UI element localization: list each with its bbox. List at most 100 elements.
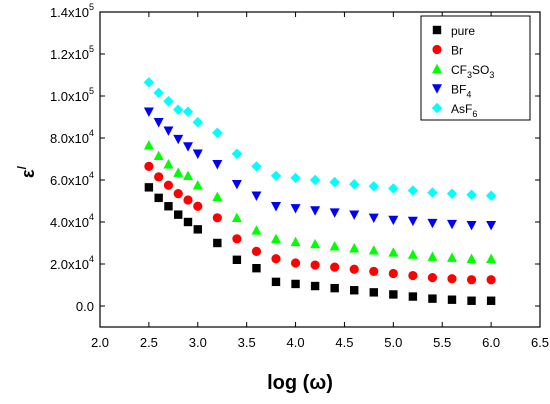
legend-label-main: CF (451, 63, 467, 77)
data-point (193, 225, 202, 234)
y-tick-label-mantissa: 8.0x10 (50, 131, 89, 146)
data-point (466, 189, 477, 200)
data-point (447, 295, 457, 304)
series-asf (143, 77, 497, 201)
data-point (388, 247, 399, 257)
x-tick-label: 5.0 (384, 335, 402, 350)
data-point (143, 107, 154, 117)
data-point (388, 183, 399, 194)
data-point (163, 126, 174, 136)
y-tick-label: 6.0x104 (50, 170, 94, 188)
data-point (153, 118, 164, 128)
data-point (427, 218, 438, 229)
data-point (192, 180, 203, 190)
legend-marker (432, 44, 442, 55)
data-point (446, 188, 458, 199)
y-tick-label-mantissa: 6.0x10 (50, 173, 89, 188)
legend-label: Br (451, 44, 463, 58)
x-tick-label: 2.5 (140, 335, 158, 350)
legend-label-main: AsF (451, 102, 472, 116)
legend: pure Br CF3SO3 BF4 AsF6 (420, 15, 531, 121)
data-point (291, 279, 300, 289)
x-tick-label: 3.0 (189, 335, 207, 350)
data-point (349, 210, 360, 220)
data-point (427, 273, 438, 283)
data-point (408, 292, 418, 301)
data-point (153, 87, 164, 99)
data-point (310, 260, 320, 270)
data-point (350, 286, 359, 295)
y-tick-label-mantissa: 2.0x10 (50, 257, 89, 272)
data-point (290, 236, 301, 247)
data-point (252, 264, 261, 273)
x-tick-label: 2.0 (91, 335, 109, 350)
x-tick-label: 4.5 (335, 335, 353, 350)
data-point (143, 77, 155, 88)
data-point (466, 275, 477, 285)
data-point (144, 161, 154, 171)
data-point (212, 160, 223, 170)
data-point (447, 252, 457, 262)
data-point (486, 253, 497, 263)
data-point (329, 240, 340, 251)
y-tick-label: 4.0x104 (50, 212, 94, 230)
y-tick-label-exponent: 4 (89, 170, 94, 180)
data-point (212, 191, 223, 201)
x-tick-label: 6.5 (531, 335, 549, 350)
series-cf (143, 140, 497, 263)
data-point (231, 212, 242, 222)
y-tick-label-mantissa: 1.0x10 (50, 89, 89, 104)
data-point (154, 193, 163, 203)
data-point (329, 208, 340, 218)
data-point (270, 170, 282, 181)
y-tick-label-mantissa: 1.2x10 (50, 47, 89, 62)
data-point (163, 180, 174, 190)
data-point (486, 296, 496, 305)
x-tick-label: 5.5 (433, 335, 451, 350)
data-point (330, 262, 340, 272)
data-point (467, 296, 476, 305)
svg-text:ε/: ε/ (15, 165, 38, 178)
legend-marker (431, 102, 443, 114)
y-tick-label-exponent: 5 (89, 44, 94, 54)
data-point (388, 215, 399, 226)
y-tick-label-exponent: 4 (89, 254, 94, 264)
data-series (143, 77, 497, 305)
data-point (173, 167, 184, 177)
data-point (251, 246, 262, 256)
data-point (154, 172, 164, 182)
series-br (144, 161, 496, 285)
data-point (407, 185, 419, 196)
y-tick-label-exponent: 5 (89, 2, 94, 12)
legend-item: BF4 (432, 83, 471, 100)
data-point (231, 180, 242, 190)
y-tick-label-exponent: 4 (89, 212, 94, 222)
data-point (407, 216, 418, 227)
data-point (182, 106, 194, 117)
y-tick-label-mantissa: 4.0x10 (50, 215, 89, 230)
data-point (290, 204, 301, 214)
legend-label-subscript: 4 (466, 90, 471, 100)
data-point (447, 219, 457, 230)
data-point (251, 225, 262, 235)
data-point (427, 187, 438, 198)
data-point (485, 190, 497, 201)
data-point (349, 264, 359, 274)
y-tick-label-mantissa: 1.4x10 (50, 5, 89, 20)
data-point (164, 202, 173, 211)
x-tick-label: 6.0 (482, 335, 500, 350)
data-point (271, 254, 281, 264)
data-point (368, 245, 379, 255)
legend-item: AsF6 (431, 102, 477, 119)
y-tick-label: 0.0 (76, 299, 94, 314)
legend-label-main: Br (451, 44, 463, 58)
data-point (310, 281, 320, 291)
y-axis-title-superscript: / (15, 165, 29, 169)
x-axis-title: log (ω) (267, 372, 333, 394)
data-point (466, 220, 477, 231)
legend-label-main: pure (451, 24, 475, 38)
data-point (193, 201, 203, 211)
legend-item: CF3SO3 (432, 63, 494, 80)
data-point (369, 266, 379, 276)
data-point (173, 104, 184, 115)
